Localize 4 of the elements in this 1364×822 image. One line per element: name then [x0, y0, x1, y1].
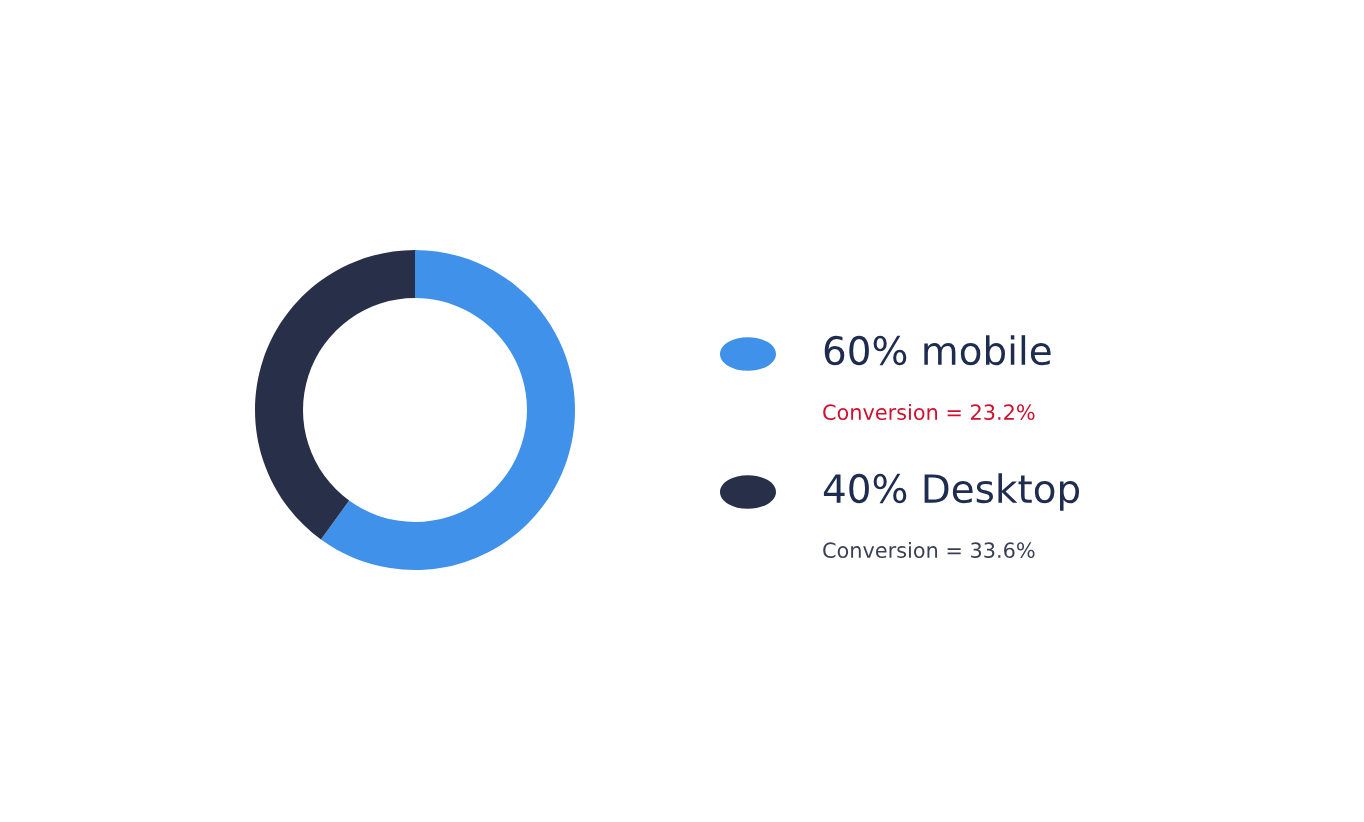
legend-label: 40% Desktop: [823, 473, 1080, 511]
text: Conversion = 33.6%: [823, 541, 1035, 559]
text: Conversion = 23.2%: [823, 403, 1035, 421]
legend-label: 60% mobile: [824, 335, 1051, 366]
